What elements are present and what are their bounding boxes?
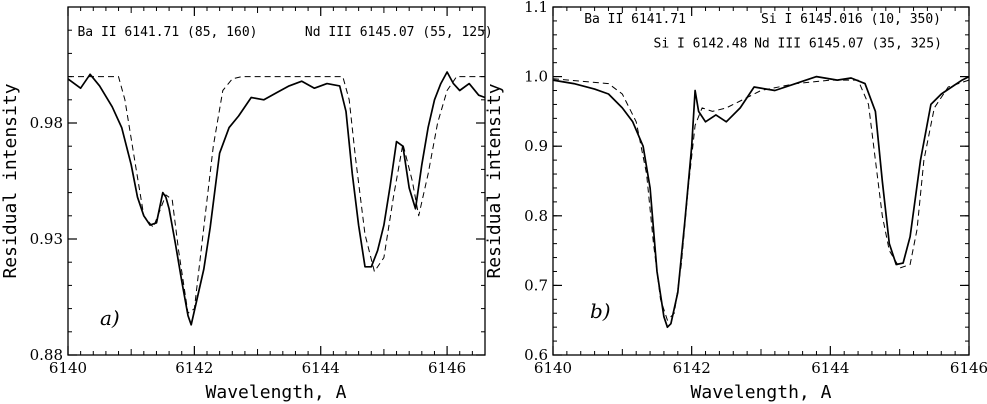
x-tick-label: 6140 <box>534 359 572 377</box>
x-tick-label: 6142 <box>673 359 711 377</box>
panel-b: 6140 6142 6144 6146 0.6 0.7 0.8 0.9 1.0 1.1 Ba II… <box>484 0 987 403</box>
axis-ticks: 6140 6142 6144 6146 0.6 0.7 0.8 0.9 1.0 1.1 <box>524 0 987 377</box>
y-tick-label: 0.7 <box>524 276 548 294</box>
panel-label: b) <box>590 299 611 323</box>
y-tick-label: 1.0 <box>524 68 548 86</box>
y-tick-label: 0.98 <box>30 114 63 132</box>
x-tick-label: 6142 <box>175 359 213 377</box>
x-tick-label: 6144 <box>811 359 849 377</box>
x-tick-label: 6146 <box>428 359 466 377</box>
x-axis-title: Wavelength, A <box>691 382 832 403</box>
series-group <box>552 75 970 329</box>
line-annotation: Si I 6145.016 (10, 350) <box>761 12 941 27</box>
y-axis-title: Residual intensity <box>484 83 505 278</box>
line-annotation: Nd III 6145.07 (55, 125) <box>305 25 493 40</box>
line-annotation: Si I 6142.48 <box>654 36 748 51</box>
panel-a: 6140 6142 6144 6146 0.88 0.93 0.98 Ba II 6141.… <box>0 6 493 403</box>
model-spectrum-line <box>68 76 485 314</box>
observed-spectrum-line <box>67 71 486 326</box>
y-tick-label: 1.1 <box>524 0 548 16</box>
y-axis-title: Residual intensity <box>0 83 21 278</box>
axis-ticks: 6140 6142 6144 6146 0.88 0.93 0.98 <box>30 6 486 377</box>
panel-label: a) <box>100 306 120 330</box>
annotations-group: Ba II 6141.71 Si I 6145.016 (10, 350) Si I… <box>584 12 942 51</box>
x-tick-label: 6146 <box>950 359 987 377</box>
y-tick-label: 0.6 <box>524 346 548 364</box>
series-group <box>67 71 486 326</box>
y-tick-label: 0.8 <box>524 207 548 225</box>
line-annotation: Nd III 6145.07 (35, 325) <box>754 36 942 51</box>
annotations-group: Ba II 6141.71 (85, 160) Nd III 6145.07 (5… <box>77 25 492 40</box>
y-tick-label: 0.9 <box>524 137 548 155</box>
observed-spectrum-line <box>552 75 970 329</box>
x-tick-label: 6140 <box>49 359 87 377</box>
x-tick-label: 6144 <box>302 359 340 377</box>
plot-frame <box>67 6 486 356</box>
model-spectrum-line <box>552 78 970 321</box>
line-annotation: Ba II 6141.71 (85, 160) <box>77 25 257 40</box>
plot-frame <box>552 6 970 356</box>
x-axis-title: Wavelength, A <box>206 382 347 403</box>
y-tick-label: 0.88 <box>30 346 63 364</box>
line-annotation: Ba II 6141.71 <box>584 12 686 27</box>
y-tick-label: 0.93 <box>30 230 63 248</box>
